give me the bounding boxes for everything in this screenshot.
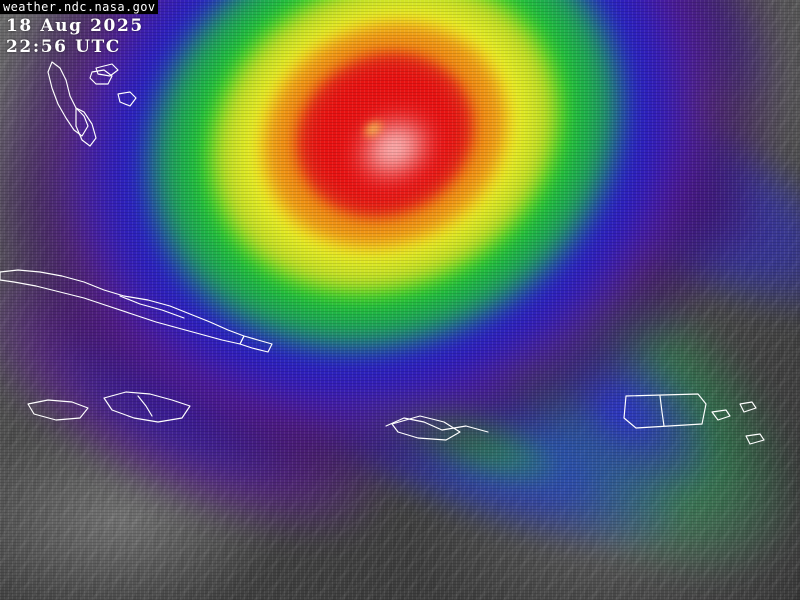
timestamp-overlay: 18 Aug 2025 22:56 UTC bbox=[6, 16, 144, 58]
source-url-banner: weather.ndc.nasa.gov bbox=[0, 0, 158, 14]
timestamp-time: 22:56 UTC bbox=[6, 37, 121, 57]
timestamp-date: 18 Aug 2025 bbox=[6, 16, 144, 36]
